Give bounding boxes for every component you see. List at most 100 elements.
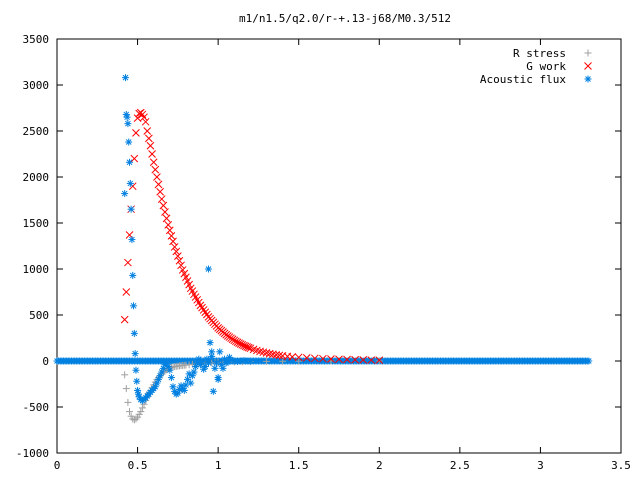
data-point [204,265,212,273]
y-tick-label: -1000 [16,447,49,460]
data-point [146,141,155,150]
legend-label: Acoustic flux [480,73,566,86]
data-point [375,356,384,365]
data-point [206,339,214,347]
data-point [157,195,166,203]
data-point [343,355,351,364]
y-tick-label: 2000 [23,171,50,184]
data-point [327,355,335,363]
data-point [137,408,145,416]
data-point [126,408,134,416]
data-point [127,205,135,213]
series-layer [53,74,593,424]
legend-marker [584,75,592,83]
data-point [123,113,131,121]
data-point [367,356,376,364]
data-point [164,220,173,229]
y-tick-label: 0 [42,355,49,368]
data-point [153,173,161,181]
data-point [154,180,163,189]
data-point [302,354,311,362]
data-point [275,351,284,360]
y-tick-label: -500 [23,401,50,414]
legend-marker [584,62,592,70]
data-point [141,117,150,126]
data-point [244,343,253,352]
data-point [219,364,227,372]
data-point [198,358,206,366]
data-point [167,374,175,382]
series-acoustic-flux [121,74,254,405]
data-point [272,350,281,359]
data-point [159,201,168,210]
legend-marker [584,49,592,57]
data-point [148,150,156,158]
data-point [121,74,129,82]
data-point [122,288,131,296]
data-point [121,371,129,379]
data-point [128,236,136,244]
data-point [359,356,368,364]
data-point [156,187,164,196]
data-point [262,349,271,357]
x-tick-label: 3.5 [611,459,631,472]
data-point [174,252,182,260]
x-tick-label: 1.5 [289,459,309,472]
data-point [294,353,303,362]
y-tick-label: 3500 [23,33,50,46]
data-point [259,348,268,357]
data-point [138,404,146,412]
series-g-work [120,108,384,365]
data-point [177,261,185,270]
x-tick-label: 0 [54,459,61,472]
data-point [140,113,148,122]
y-tick-label: 500 [29,309,49,322]
data-point [175,256,184,265]
data-point [375,357,383,365]
data-point [144,134,153,143]
data-point [335,355,343,364]
data-point [208,352,216,360]
y-tick-label: 3000 [23,79,50,92]
data-point [130,154,139,163]
data-point [126,179,134,187]
data-point [165,226,174,235]
data-point [162,214,171,223]
data-point [132,128,140,137]
data-point [190,368,198,376]
data-point [124,258,132,267]
x-tick-label: 1 [215,459,222,472]
data-point [161,208,169,216]
data-point [214,375,222,383]
x-tick-label: 3 [537,459,544,472]
data-point [169,237,177,246]
data-point [124,120,132,128]
data-point [120,315,129,324]
axis-tick-labels: 0 0.5 1 1.5 2 2.5 3 3.5 -1000 -500 0 500 1000 1500 200… [16,33,631,472]
data-point [310,354,319,363]
data-point [262,357,270,365]
data-point [209,387,217,395]
data-point [167,232,176,240]
data-point [204,359,212,367]
plot-area-frame [56,38,622,454]
data-point [351,355,359,364]
data-point [149,158,158,167]
data-point [295,357,303,365]
data-point [187,379,195,387]
data-point [126,158,134,166]
data-point [166,366,174,374]
data-point [180,386,188,394]
data-point [122,385,130,393]
data-point [319,354,327,363]
zero-band-point [585,357,593,365]
data-point [133,377,141,385]
data-point [265,349,274,358]
legend-label: R stress [513,47,566,60]
x-tick-label: 0.5 [128,459,148,472]
x-tick-label: 2 [376,459,383,472]
data-point [133,114,142,122]
